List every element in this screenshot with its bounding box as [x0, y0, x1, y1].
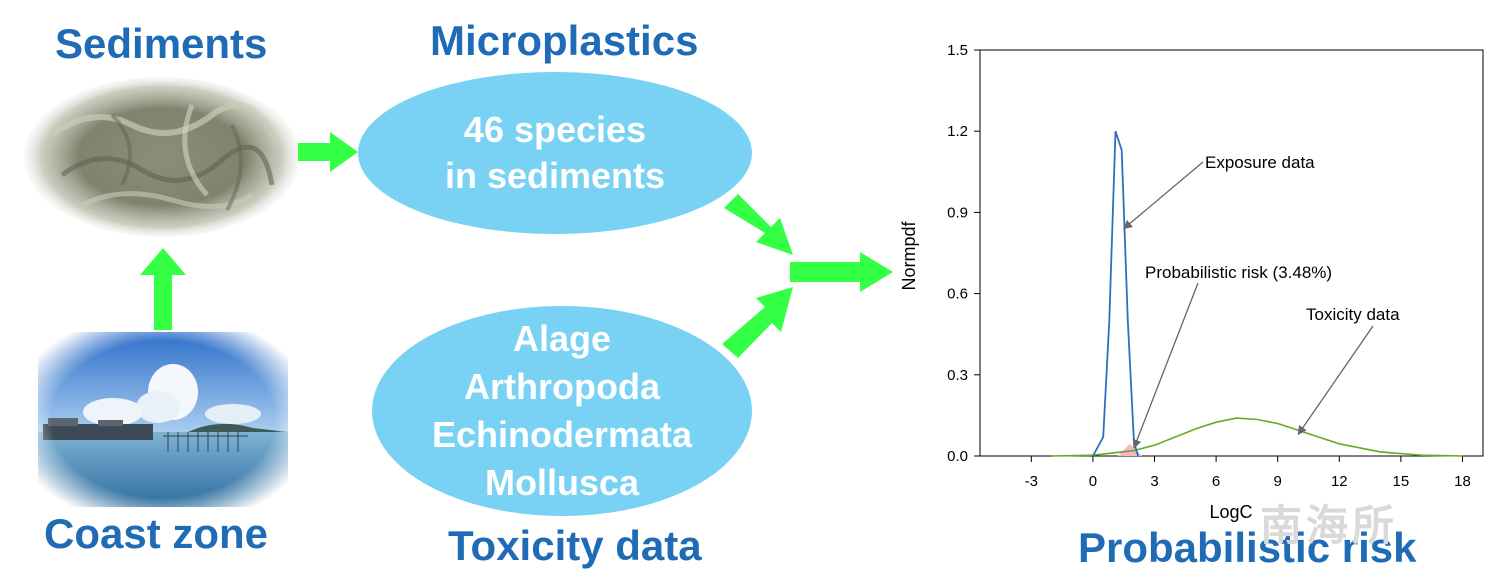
annotation-label: Probabilistic risk (3.48%) — [1145, 263, 1332, 282]
coast-zone-image — [38, 332, 288, 507]
toxicity-curve — [1051, 417, 1463, 457]
probabilistic-risk-overlap — [1117, 443, 1143, 456]
x-tick-label: 6 — [1212, 473, 1220, 490]
x-tick-label: 9 — [1274, 473, 1282, 490]
ellipse-line: Mollusca — [484, 462, 640, 503]
x-tick-label: 3 — [1150, 473, 1158, 490]
annotation-arrow — [1123, 161, 1204, 230]
microplastics-species-ellipse: 46 species in sediments — [358, 72, 752, 234]
x-tick-label: 0 — [1089, 473, 1097, 490]
annotation-arrow — [1297, 325, 1374, 436]
y-tick-label: 1.2 — [947, 123, 968, 140]
ellipse-line: 46 species — [463, 109, 647, 150]
watermark: 南海所 — [1260, 502, 1399, 549]
y-tick-label: 0.9 — [947, 204, 968, 221]
x-tick-label: -3 — [1025, 473, 1038, 490]
heading-sediments: Sediments — [55, 20, 268, 67]
sediment-image — [22, 75, 302, 240]
x-tick-label: 15 — [1393, 473, 1410, 490]
ellipse-line: Echinodermata — [431, 414, 693, 455]
x-tick-label: 12 — [1331, 473, 1348, 490]
toxicity-taxa-ellipse: Alage Arthropoda Echinodermata Mollusca — [372, 306, 752, 516]
y-tick-label: 0.0 — [947, 448, 968, 465]
heading-probabilistic-risk: Probabilistic risk — [1078, 524, 1417, 571]
ellipse-line: Arthropoda — [464, 366, 660, 407]
annotation-arrow — [1132, 282, 1199, 449]
ellipse-line: Alage — [512, 318, 612, 359]
exposure-curve — [1092, 130, 1139, 457]
annotation-label: Toxicity data — [1306, 305, 1400, 324]
heading-microplastics: Microplastics — [430, 17, 699, 64]
y-axis-label: Normpdf — [899, 220, 919, 290]
heading-coast-zone: Coast zone — [44, 510, 269, 557]
plot-frame — [979, 49, 1484, 457]
ellipse-line: in sediments — [444, 155, 666, 196]
annotation-label: Exposure data — [1205, 153, 1315, 172]
y-tick-label: 1.5 — [947, 42, 968, 59]
x-axis-label: LogC — [1209, 502, 1252, 522]
y-tick-label: 0.3 — [947, 367, 968, 384]
x-tick-label: 18 — [1454, 473, 1471, 490]
heading-toxicity-data: Toxicity data — [448, 522, 702, 569]
y-tick-label: 0.6 — [947, 286, 968, 303]
